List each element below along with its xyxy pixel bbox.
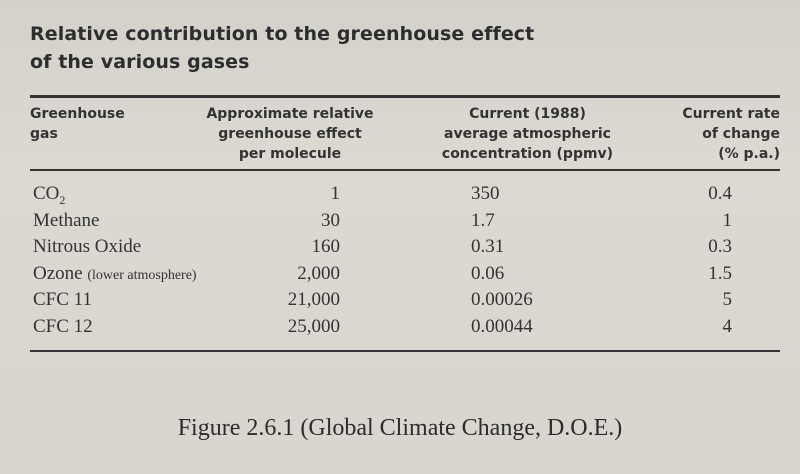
- header-gas-line-1: Greenhouse: [30, 106, 125, 122]
- header-gas-line-2: gas: [30, 126, 58, 142]
- relative-effect-value: 1: [330, 183, 341, 204]
- rate-value: 4: [722, 315, 733, 337]
- gas-name: CO2: [33, 183, 66, 207]
- header-relative-effect: Approximate relative greenhouse effect p…: [190, 104, 390, 164]
- gas-name: Ozone (lower atmosphere): [33, 262, 197, 284]
- gas-name: CFC 12: [33, 315, 93, 337]
- gas-name: CFC 11: [33, 289, 92, 311]
- table-row: CFC 11 21,000 0.00026 5: [0, 287, 800, 314]
- concentration-value: 0.06: [471, 262, 505, 284]
- gas-name: Nitrous Oxide: [33, 236, 142, 258]
- header-rate-of-change: Current rate of change (% p.a.): [658, 104, 780, 164]
- table-body: CO2 1 350 0.4 Methane 30 1.7 1 Nitrous O…: [0, 181, 800, 341]
- concentration-value: 0.00026: [471, 289, 533, 311]
- concentration-value: 1.7: [471, 209, 495, 231]
- table-top-rule: [30, 95, 780, 98]
- rate-value: 0.3: [708, 236, 732, 258]
- figure-caption: Figure 2.6.1 (Global Climate Change, D.O…: [177, 415, 623, 441]
- header-conc-line-3: concentration (ppmv): [441, 146, 614, 162]
- relative-effect-value: 160: [311, 236, 341, 258]
- header-conc-line-2: average atmospheric: [444, 126, 611, 142]
- relative-effect-value: 30: [321, 209, 340, 231]
- concentration-value: 0.31: [471, 236, 505, 258]
- table-bottom-rule: [30, 350, 780, 352]
- header-effect-line-1: Approximate relative: [206, 106, 374, 122]
- concentration-value: 0.00044: [471, 315, 533, 337]
- relative-effect-value: 25,000: [287, 315, 340, 337]
- header-conc-line-1: Current (1988): [469, 106, 586, 122]
- header-rate-line-3: (% p.a.): [718, 146, 780, 162]
- header-effect-line-3: per molecule: [238, 146, 342, 162]
- header-greenhouse-gas: Greenhouse gas: [30, 104, 125, 144]
- relative-effect-value: 21,000: [287, 289, 340, 311]
- table-title: Relative contribution to the greenhouse …: [30, 20, 534, 76]
- table-header-rule: [30, 169, 780, 171]
- rate-value: 1.5: [708, 262, 732, 284]
- table-row: CO2 1 350 0.4: [0, 181, 800, 208]
- rate-value: 5: [722, 289, 733, 311]
- rate-value: 1: [722, 209, 733, 231]
- table-title-line-2: of the various gases: [30, 51, 250, 73]
- header-effect-line-2: greenhouse effect: [218, 126, 362, 142]
- table-row: Methane 30 1.7 1: [0, 208, 800, 235]
- table-row: CFC 12 25,000 0.00044 4: [0, 314, 800, 341]
- table-row: Ozone (lower atmosphere) 2,000 0.06 1.5: [0, 261, 800, 288]
- rate-value: 0.4: [708, 183, 732, 204]
- header-rate-line-1: Current rate: [682, 106, 780, 122]
- header-concentration: Current (1988) average atmospheric conce…: [420, 104, 635, 164]
- gas-name: Methane: [33, 209, 100, 231]
- table-row: Nitrous Oxide 160 0.31 0.3: [0, 234, 800, 261]
- table-title-line-1: Relative contribution to the greenhouse …: [30, 23, 535, 45]
- concentration-value: 350: [471, 183, 500, 204]
- gas-note: (lower atmosphere): [87, 267, 197, 283]
- relative-effect-value: 2,000: [297, 262, 340, 284]
- header-rate-line-2: of change: [702, 126, 780, 142]
